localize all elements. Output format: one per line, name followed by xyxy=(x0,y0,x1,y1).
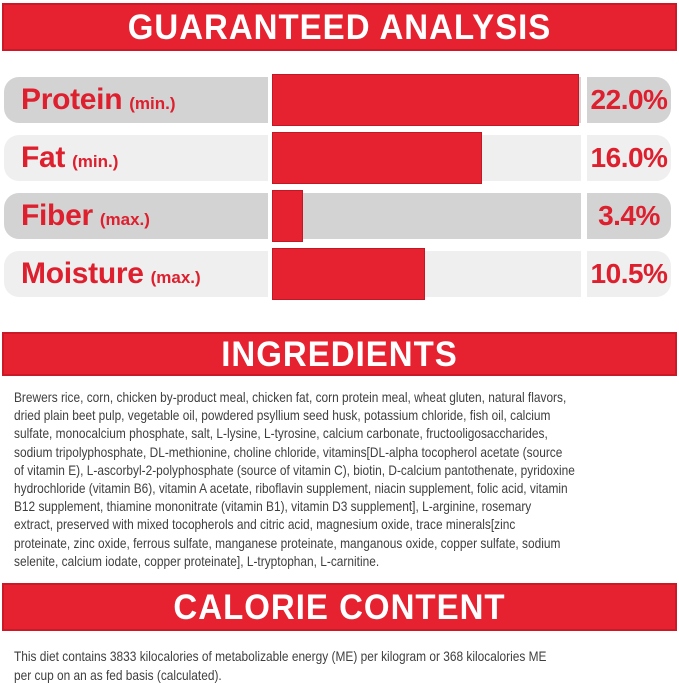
bar-track xyxy=(272,248,581,300)
bar-fill xyxy=(272,74,580,126)
nutrient-qualifier: (min.) xyxy=(72,152,119,171)
ingredients-text: Brewers rice, corn, chicken by-product m… xyxy=(14,389,575,569)
calorie-content-text: This diet contains 3833 kilocalories of … xyxy=(14,648,547,683)
guaranteed-analysis-title: GUARANTEED ANALYSIS xyxy=(127,6,552,47)
bar-fill xyxy=(272,190,303,242)
bar-track xyxy=(272,132,581,184)
bar-track xyxy=(272,74,581,126)
nutrient-value: 22.0% xyxy=(587,77,671,123)
nutrient-name: Fiber xyxy=(21,199,93,232)
nutrient-qualifier: (max.) xyxy=(150,268,201,287)
nutrient-label-segment: Protein (min.) xyxy=(4,77,268,123)
nutrient-value: 10.5% xyxy=(587,251,671,297)
nutrient-qualifier: (min.) xyxy=(129,94,176,113)
nutrient-name: Moisture xyxy=(21,257,144,290)
nutrient-value: 3.4% xyxy=(587,193,671,239)
ga-row-fat: Fat (min.) 16.0% xyxy=(0,132,679,184)
ga-row-protein: Protein (min.) 22.0% xyxy=(0,74,679,126)
nutrient-label-segment: Fat (min.) xyxy=(4,135,268,181)
bar-fill xyxy=(272,132,483,184)
guaranteed-analysis-chart: Protein (min.) 22.0% Fat (min.) 16.0% Fibe… xyxy=(0,74,679,300)
nutrient-name: Fat xyxy=(21,141,66,174)
calorie-content-header: CALORIE CONTENT xyxy=(2,583,677,632)
guaranteed-analysis-header: GUARANTEED ANALYSIS xyxy=(2,3,677,51)
bar-fill xyxy=(272,248,425,300)
nutrient-label-segment: Moisture (max.) xyxy=(4,251,268,297)
nutrient-name: Protein xyxy=(21,83,123,116)
ingredients-header: INGREDIENTS xyxy=(2,332,677,376)
nutrient-value: 16.0% xyxy=(587,135,671,181)
nutrient-label-segment: Fiber (max.) xyxy=(4,193,268,239)
ga-row-moisture: Moisture (max.) 10.5% xyxy=(0,248,679,300)
ga-row-fiber: Fiber (max.) 3.4% xyxy=(0,190,679,242)
nutrient-qualifier: (max.) xyxy=(99,210,150,229)
calorie-content-title: CALORIE CONTENT xyxy=(173,586,506,627)
bar-track xyxy=(272,190,581,242)
ingredients-title: INGREDIENTS xyxy=(221,333,458,374)
